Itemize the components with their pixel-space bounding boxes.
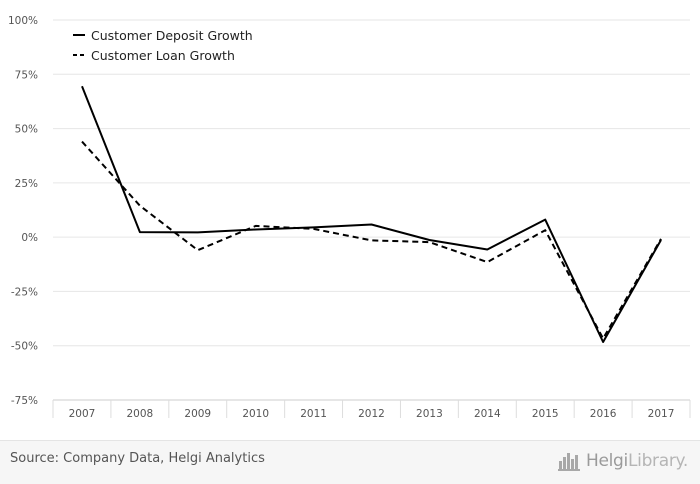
gridlines: [53, 19, 690, 401]
series-line-0: [81, 85, 662, 343]
brand-name: HelgiLibrary.: [586, 451, 688, 471]
footer: Source: Company Data, Helgi Analytics He…: [0, 440, 700, 484]
y-axis-ticks: 100% 75% 50% 25% 0% -25% -50% -75%: [8, 15, 38, 407]
x-tick-label: 2009: [184, 408, 211, 420]
x-tick-label: 2012: [358, 408, 385, 420]
y-tick-label: 25%: [15, 178, 38, 190]
y-tick-label: 0%: [21, 232, 38, 244]
legend-label-loan: Customer Loan Growth: [91, 48, 235, 63]
source-note: Source: Company Data, Helgi Analytics: [10, 451, 265, 466]
x-tick-label: 2013: [416, 408, 443, 420]
x-tick-label: 2016: [590, 408, 617, 420]
brand-main: Helgi: [585, 451, 628, 471]
x-tick-label: 2010: [242, 408, 269, 420]
y-tick-label: 100%: [8, 15, 38, 27]
series-lines: [81, 85, 662, 343]
x-tick-label: 2015: [532, 408, 559, 420]
legend-label-deposit: Customer Deposit Growth: [91, 28, 253, 43]
x-tick-label: 2014: [474, 408, 501, 420]
x-tick-label: 2011: [300, 408, 327, 420]
city-skyline-icon: [557, 453, 580, 471]
brand-logo[interactable]: HelgiLibrary.: [557, 448, 688, 474]
line-chart: 100% 75% 50% 25% 0% -25% -50% -75% 2007 2008 2009…: [8, 15, 691, 420]
y-tick-label: -75%: [11, 395, 38, 407]
x-tick-label: 2008: [126, 408, 153, 420]
x-axis: 2007 2008 2009 2010 2011 2012 2013 2014 2015 2016…: [52, 399, 691, 420]
y-tick-label: 50%: [15, 124, 38, 136]
y-tick-label: 75%: [15, 69, 38, 81]
x-tick-label: 2007: [69, 408, 96, 420]
series-line-1: [81, 140, 662, 340]
legend: Customer Deposit Growth Customer Loan Gr…: [73, 28, 253, 63]
y-tick-label: -50%: [11, 341, 38, 353]
y-tick-label: -25%: [11, 286, 38, 298]
x-tick-label: 2017: [648, 408, 675, 420]
brand-thin: Library.: [627, 451, 688, 471]
